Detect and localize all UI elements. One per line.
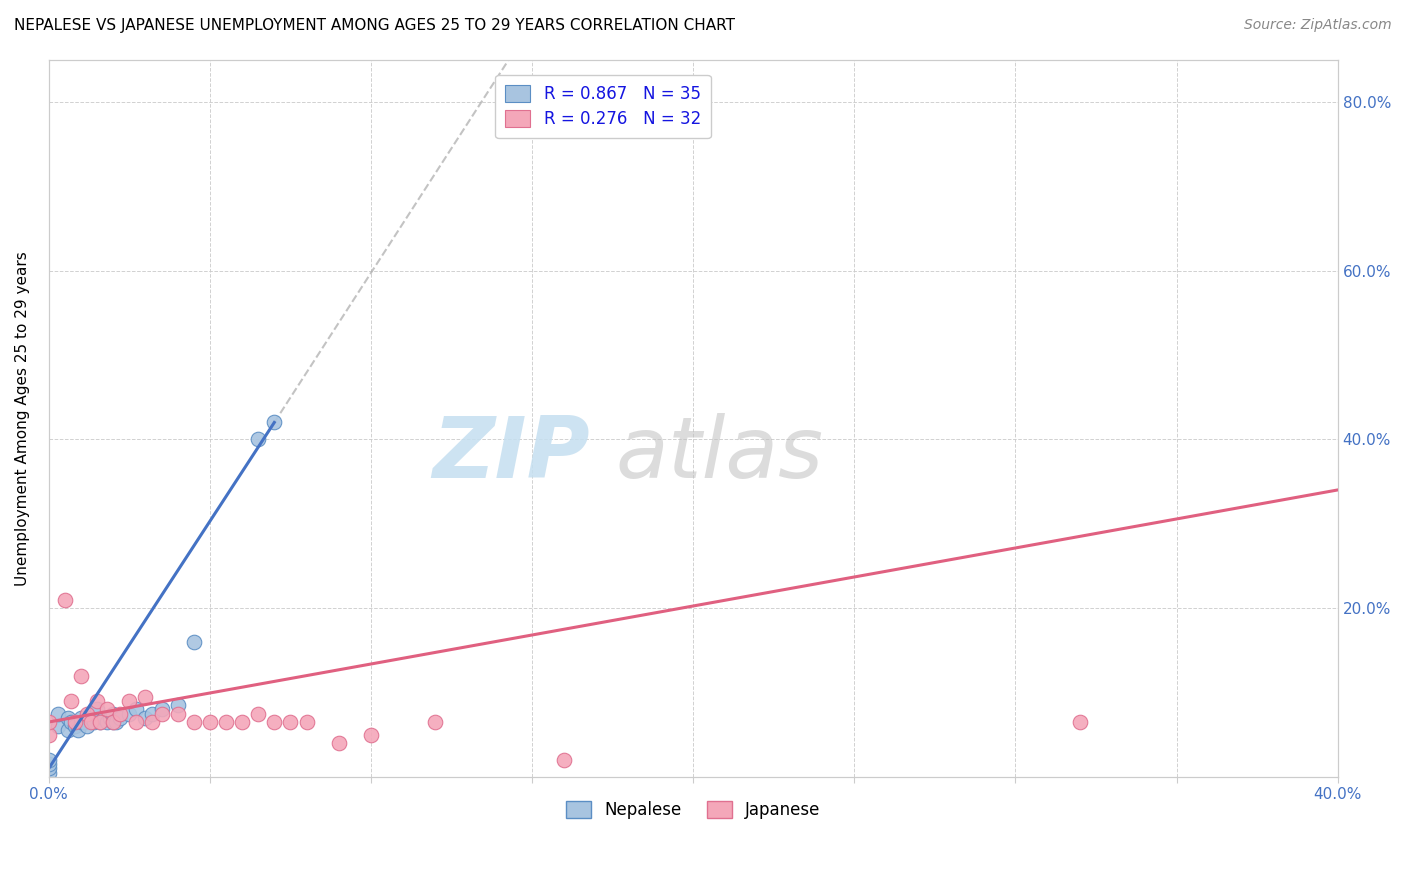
- Point: [103, 706, 125, 721]
- Point: [76, 706, 98, 721]
- Point: [118, 706, 141, 721]
- Point: [56, 723, 79, 738]
- Point: [183, 714, 205, 729]
- Point: [60, 714, 83, 729]
- Point: [98, 711, 121, 725]
- Point: [70, 711, 93, 725]
- Point: [56, 711, 79, 725]
- Point: [553, 753, 575, 767]
- Text: atlas: atlas: [616, 413, 824, 496]
- Point: [118, 694, 141, 708]
- Point: [263, 416, 285, 430]
- Point: [96, 714, 118, 729]
- Point: [108, 711, 131, 725]
- Point: [198, 714, 221, 729]
- Point: [141, 706, 163, 721]
- Point: [141, 714, 163, 729]
- Point: [38, 728, 60, 742]
- Point: [263, 714, 285, 729]
- Point: [38, 765, 60, 780]
- Point: [150, 702, 173, 716]
- Point: [150, 706, 173, 721]
- Point: [38, 714, 60, 729]
- Point: [83, 714, 105, 729]
- Point: [1069, 714, 1091, 729]
- Point: [280, 714, 302, 729]
- Point: [328, 736, 350, 750]
- Text: ZIP: ZIP: [433, 413, 591, 496]
- Point: [66, 723, 89, 738]
- Point: [53, 592, 76, 607]
- Point: [38, 757, 60, 772]
- Legend: Nepalese, Japanese: Nepalese, Japanese: [560, 795, 827, 826]
- Point: [38, 753, 60, 767]
- Point: [38, 761, 60, 775]
- Point: [48, 719, 70, 733]
- Point: [215, 714, 238, 729]
- Point: [134, 711, 156, 725]
- Point: [86, 694, 108, 708]
- Point: [125, 702, 148, 716]
- Point: [76, 719, 98, 733]
- Point: [48, 706, 70, 721]
- Point: [63, 719, 86, 733]
- Point: [89, 714, 111, 729]
- Point: [360, 728, 382, 742]
- Point: [60, 694, 83, 708]
- Point: [96, 702, 118, 716]
- Point: [108, 706, 131, 721]
- Point: [105, 714, 128, 729]
- Point: [79, 711, 101, 725]
- Point: [63, 714, 86, 729]
- Text: Source: ZipAtlas.com: Source: ZipAtlas.com: [1244, 18, 1392, 32]
- Point: [247, 706, 270, 721]
- Point: [295, 714, 318, 729]
- Point: [89, 714, 111, 729]
- Point: [166, 706, 188, 721]
- Point: [79, 714, 101, 729]
- Point: [103, 714, 125, 729]
- Point: [183, 635, 205, 649]
- Point: [125, 714, 148, 729]
- Text: NEPALESE VS JAPANESE UNEMPLOYMENT AMONG AGES 25 TO 29 YEARS CORRELATION CHART: NEPALESE VS JAPANESE UNEMPLOYMENT AMONG …: [14, 18, 735, 33]
- Point: [70, 668, 93, 682]
- Point: [73, 714, 96, 729]
- Point: [103, 714, 125, 729]
- Y-axis label: Unemployment Among Ages 25 to 29 years: Unemployment Among Ages 25 to 29 years: [15, 251, 30, 586]
- Point: [425, 714, 447, 729]
- Point: [86, 702, 108, 716]
- Point: [70, 714, 93, 729]
- Point: [166, 698, 188, 713]
- Point: [134, 690, 156, 704]
- Point: [231, 714, 253, 729]
- Point: [93, 711, 115, 725]
- Point: [247, 433, 270, 447]
